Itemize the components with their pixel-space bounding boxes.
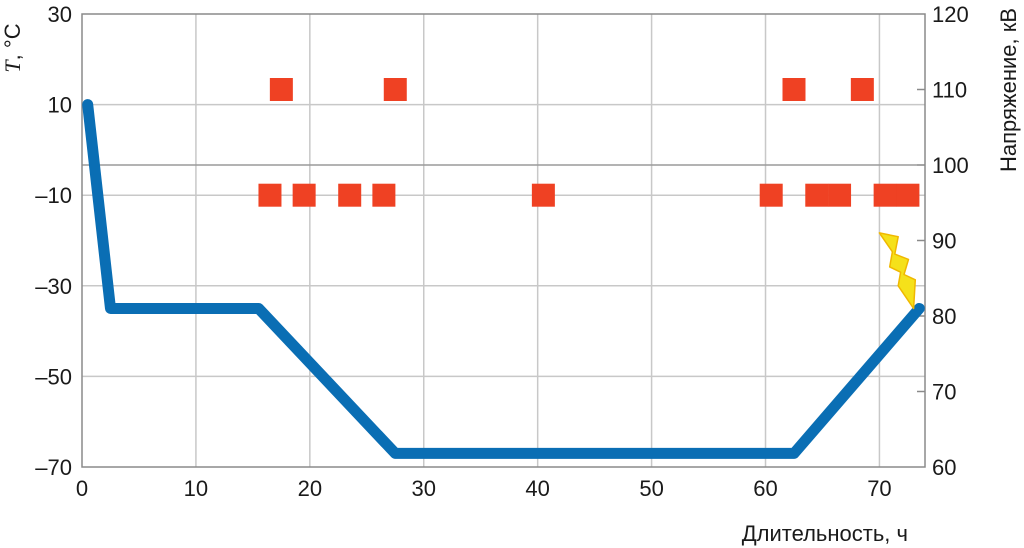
y-right-tick-label: 80 (932, 304, 956, 329)
plot-frame (81, 13, 926, 468)
y-right-axis-label: Напряжение, кВ (996, 8, 1021, 172)
grid (82, 14, 925, 467)
voltage-marker (269, 78, 293, 101)
y-right-tick-label: 110 (932, 78, 967, 103)
y-left-tick-label: –30 (35, 274, 72, 299)
annotations (878, 232, 917, 310)
y-left-axis-ticks: 30 10 –10 –30 –50 –70 (35, 2, 72, 480)
y-right-axis-ticks: 120 110 100 90 80 70 60 (932, 2, 969, 480)
y-left-tick-label: –50 (35, 364, 72, 389)
voltage-marker (850, 78, 874, 101)
y-right-tick-label: 70 (932, 380, 956, 405)
voltage-marker (372, 183, 396, 207)
voltage-marker (383, 78, 407, 101)
x-axis-label: Длительность, ч (742, 521, 908, 546)
y-left-tick-label: –70 (35, 455, 72, 480)
y-left-axis-label-symbol: T (0, 59, 25, 73)
y-left-axis-label: T, °C (0, 23, 25, 72)
x-tick-label: 60 (753, 476, 777, 501)
lightning-icon (878, 232, 917, 310)
voltage-marker (759, 183, 783, 207)
y-right-tick-label: 120 (932, 2, 969, 27)
voltage-marker (896, 183, 920, 207)
voltage-marker (338, 183, 362, 207)
y-left-tick-label: 10 (48, 93, 72, 118)
x-tick-label: 70 (867, 476, 891, 501)
y-right-tick-label: 60 (932, 455, 956, 480)
voltage-marker (258, 183, 282, 207)
voltage-markers (258, 78, 920, 207)
voltage-marker (805, 183, 829, 207)
x-tick-label: 20 (298, 476, 322, 501)
x-tick-label: 10 (184, 476, 208, 501)
x-tick-label: 50 (639, 476, 663, 501)
y-left-tick-label: –10 (35, 183, 72, 208)
temperature-line-group (82, 99, 925, 459)
y-left-tick-label: 30 (48, 2, 72, 27)
y-left-axis-label-unit: , °C (0, 23, 25, 60)
y-right-tick-label: 90 (932, 229, 956, 254)
voltage-marker (531, 183, 555, 207)
x-axis-ticks: 0 10 20 30 40 50 60 70 (76, 476, 892, 501)
x-tick-label: 30 (412, 476, 436, 501)
temperature-line (82, 99, 925, 459)
y-right-tick-label: 100 (932, 153, 969, 178)
voltage-marker (873, 183, 897, 207)
x-tick-label: 0 (76, 476, 88, 501)
voltage-marker (782, 78, 806, 101)
x-tick-label: 40 (525, 476, 549, 501)
voltage-marker (828, 183, 852, 207)
voltage-marker (292, 183, 316, 207)
